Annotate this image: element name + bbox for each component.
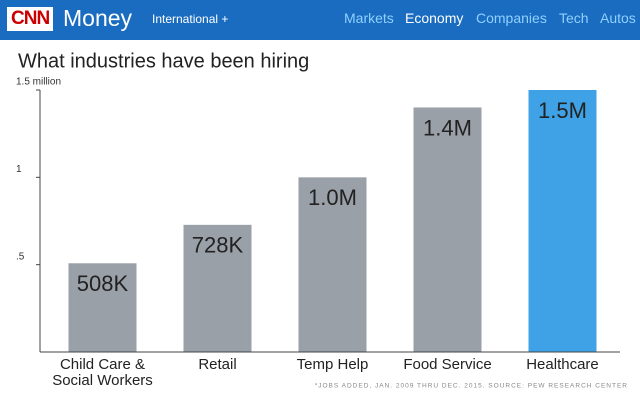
nav-link[interactable]: Companies (476, 10, 547, 26)
value-label: 1.0M (308, 185, 357, 210)
y-tick-label: 1.5 million (16, 77, 61, 88)
chart: What industries have been hiring *JOBS A… (16, 50, 628, 390)
bar (528, 90, 597, 352)
y-tick-label: .5 (16, 251, 25, 262)
value-label: 728K (192, 233, 244, 258)
y-tick-label: 1 (16, 164, 22, 175)
value-label: 1.5M (538, 98, 587, 123)
value-label: 508K (77, 271, 129, 296)
chart-title: What industries have been hiring (18, 50, 309, 72)
logo[interactable]: CNN (7, 7, 54, 31)
x-tick-label: Food Service (403, 356, 492, 373)
x-tick-label: Child Care & Social Workers (52, 356, 153, 389)
header: CNN Money International + Markets Economy… (0, 0, 640, 40)
bar (183, 224, 252, 352)
source-note: *JOBS ADDED, JAN. 2009 THRU DEC. 2015. S… (315, 383, 628, 390)
bar (298, 177, 367, 352)
nav-link[interactable]: Tech (559, 10, 589, 26)
edition[interactable]: International + (152, 12, 229, 26)
brand[interactable]: Money (63, 5, 133, 31)
value-label: 1.4M (423, 115, 472, 140)
nav-link[interactable]: Autos (600, 10, 636, 26)
x-tick-label: Retail (198, 356, 237, 373)
bar (68, 263, 137, 352)
nav-link[interactable]: Economy (405, 10, 464, 26)
x-tick-label: Healthcare (526, 356, 599, 373)
bar (413, 107, 482, 352)
nav-link[interactable]: Markets (344, 10, 394, 26)
x-tick-label: Temp Help (296, 356, 369, 373)
